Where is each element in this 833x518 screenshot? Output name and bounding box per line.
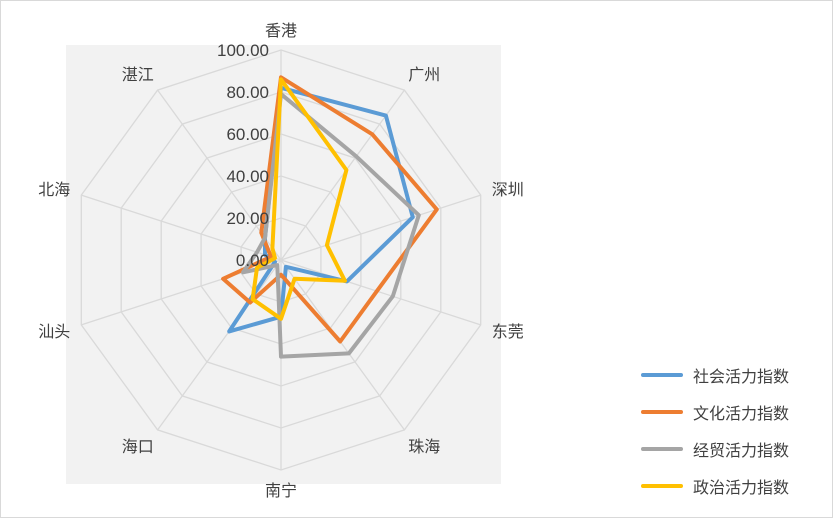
legend-swatch xyxy=(641,410,683,414)
grid-spoke xyxy=(157,259,282,431)
legend-label: 政治活力指数 xyxy=(693,478,790,497)
tick-label: 0.00 xyxy=(236,251,269,270)
series-line-4 xyxy=(250,77,349,321)
series-lines xyxy=(221,75,439,359)
category-label: 珠海 xyxy=(408,437,440,456)
legend: 社会活力指数 文化活力指数 经贸活力指数 政治活力指数 xyxy=(641,363,831,511)
category-label: 东莞 xyxy=(492,322,524,341)
grid xyxy=(80,49,482,471)
legend-item: 政治活力指数 xyxy=(641,474,831,498)
radial-ticks: 0.00 20.00 40.00 60.00 80.00 100.00 xyxy=(217,41,269,270)
category-label: 湛江 xyxy=(122,65,154,84)
legend-label: 社会活力指数 xyxy=(693,367,790,386)
category-label: 海口 xyxy=(122,437,154,456)
legend-swatch xyxy=(641,447,683,451)
tick-label: 60.00 xyxy=(226,125,269,144)
legend-item: 社会活力指数 xyxy=(641,363,831,387)
series-line-2 xyxy=(221,75,439,344)
legend-swatch xyxy=(641,373,683,377)
grid-spoke xyxy=(280,194,481,261)
category-label: 香港 xyxy=(265,21,297,40)
grid-spoke xyxy=(280,89,405,261)
legend-label: 文化活力指数 xyxy=(693,404,790,423)
grid-spoke xyxy=(280,259,405,431)
category-label: 北海 xyxy=(38,180,70,199)
legend-item: 经贸活力指数 xyxy=(641,437,831,461)
legend-label: 经贸活力指数 xyxy=(693,441,790,460)
tick-label: 100.00 xyxy=(217,41,269,60)
series-line-3 xyxy=(241,92,421,359)
tick-label: 80.00 xyxy=(226,83,269,102)
legend-item: 文化活力指数 xyxy=(641,400,831,424)
category-label: 广州 xyxy=(408,65,440,84)
category-label: 深圳 xyxy=(492,180,524,199)
grid-spoke xyxy=(81,194,282,261)
category-label: 南宁 xyxy=(265,481,297,500)
grid-spoke xyxy=(280,259,481,326)
tick-label: 20.00 xyxy=(226,209,269,228)
category-label: 汕头 xyxy=(38,322,70,341)
tick-label: 40.00 xyxy=(226,167,269,186)
legend-swatch xyxy=(641,484,683,488)
